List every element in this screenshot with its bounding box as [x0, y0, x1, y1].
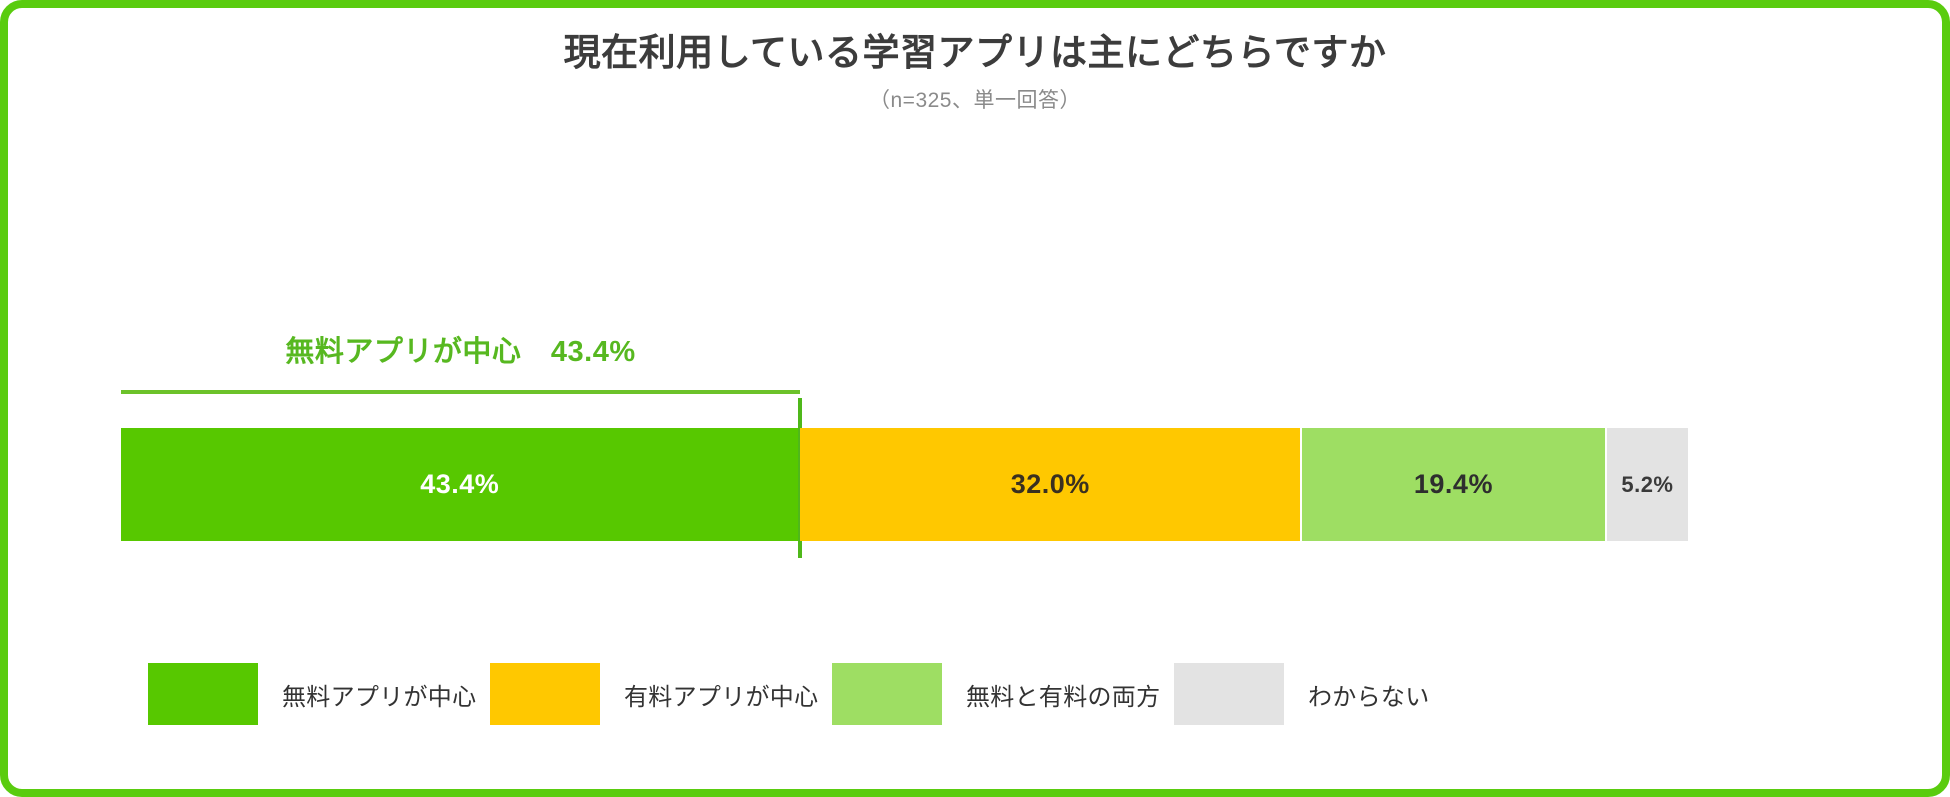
legend-swatch-icon — [148, 663, 258, 725]
legend-swatch-icon — [1174, 663, 1284, 725]
legend-item-label: 無料と有料の両方 — [966, 683, 1161, 711]
legend-item-label: 無料アプリが中心 — [282, 683, 477, 711]
stacked-bar: 43.4% 32.0% 19.4% 5.2% — [121, 428, 1688, 541]
callout-label: 無料アプリが中心 43.4% — [285, 336, 636, 368]
chart-subtitle: （n=325、単一回答） — [869, 89, 1081, 113]
legend-swatch-icon — [832, 663, 942, 725]
legend-item: わからない — [1174, 663, 1516, 725]
legend-swatch-icon — [490, 663, 600, 725]
bar-segment: 19.4% — [1302, 428, 1605, 541]
bar-segment: 43.4% — [121, 428, 799, 541]
callout-annotation: 無料アプリが中心 43.4% — [121, 328, 800, 394]
legend-item: 有料アプリが中心 — [490, 663, 832, 725]
bar-segment-value: 5.2% — [1621, 471, 1674, 497]
legend-item-label: 有料アプリが中心 — [624, 683, 819, 711]
bar-segment: 32.0% — [800, 428, 1301, 541]
legend-item: 無料と有料の両方 — [832, 663, 1174, 725]
callout-tick-line — [798, 398, 802, 558]
legend-item-label: わからない — [1308, 683, 1430, 711]
bar-segment: 5.2% — [1606, 428, 1688, 541]
legend-item: 無料アプリが中心 — [148, 663, 490, 725]
title-block: 現在利用している学習アプリは主にどちらですか （n=325、単一回答） — [8, 30, 1942, 114]
bar-segment-value: 32.0% — [1010, 469, 1090, 499]
page-title: 現在利用している学習アプリは主にどちらですか — [563, 32, 1387, 73]
bar-segment-value: 43.4% — [420, 469, 500, 499]
callout-rule — [121, 390, 800, 394]
chart-legend: 無料アプリが中心 有料アプリが中心 無料と有料の両方 わからない — [148, 663, 1828, 725]
bar-segment-value: 19.4% — [1413, 469, 1493, 499]
